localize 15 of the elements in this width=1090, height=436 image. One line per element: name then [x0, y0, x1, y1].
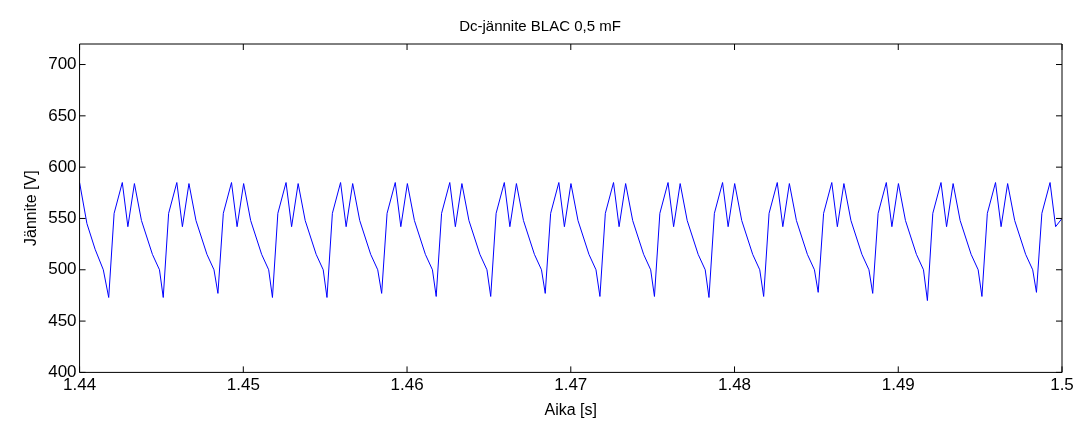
- x-tick-label: 1.45: [226, 375, 260, 395]
- x-axis-title: Aika [s]: [544, 400, 598, 418]
- x-tick-label: 1.5: [1050, 375, 1074, 395]
- chart-title: Dc-jännite BLAC 0,5 mF: [459, 17, 621, 35]
- x-tick-label: 1.46: [390, 375, 424, 395]
- x-tick-label: 1.49: [881, 375, 915, 395]
- x-tick-label: 1.47: [554, 375, 588, 395]
- y-tick-label: 550: [48, 208, 77, 228]
- y-tick-label: 450: [48, 310, 77, 330]
- y-tick-label: 650: [48, 105, 77, 125]
- y-tick-label: 600: [48, 156, 77, 176]
- y-axis-title: Jännite [V]: [22, 170, 40, 246]
- y-tick-label: 500: [48, 259, 77, 279]
- x-tick-label: 1.48: [717, 375, 752, 395]
- y-tick-label: 700: [48, 54, 77, 74]
